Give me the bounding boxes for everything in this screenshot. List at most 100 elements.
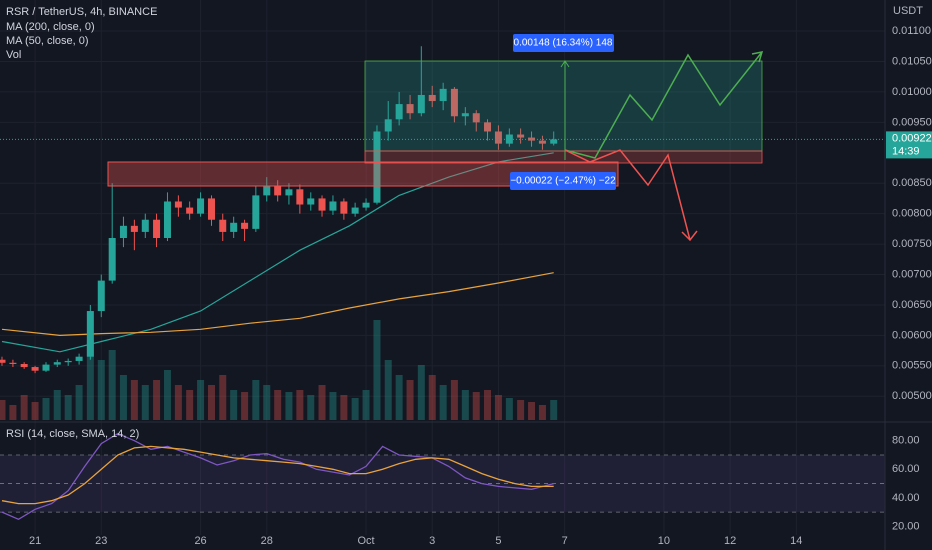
volume-bar: [75, 385, 83, 420]
volume-bar: [406, 380, 414, 420]
volume-bar: [241, 392, 249, 420]
candle-body: [406, 104, 414, 114]
volume-bar: [461, 390, 469, 420]
candle-body: [20, 364, 28, 368]
x-tick-label: 23: [95, 535, 107, 547]
volume-bar: [9, 405, 17, 420]
y-tick-label: 0.00800: [892, 208, 932, 220]
volume-bar: [384, 360, 392, 420]
candle-body: [307, 198, 315, 205]
candle-body: [252, 195, 260, 229]
volume-bar: [252, 380, 260, 420]
volume-bar: [97, 360, 105, 420]
candle-body: [373, 131, 381, 203]
volume-bar: [550, 400, 558, 420]
moving-average: [1, 272, 554, 337]
candle-body: [517, 134, 525, 138]
candle-body: [53, 362, 61, 365]
volume-bar: [186, 390, 194, 420]
candle-body: [0, 359, 6, 363]
volume-bar: [141, 385, 149, 420]
rsi-tick-label: 80.00: [892, 435, 920, 447]
candle-body: [42, 364, 50, 371]
candle-body: [263, 186, 271, 196]
candle-body: [417, 94, 425, 114]
candle-body: [97, 280, 105, 312]
candle-body: [351, 207, 359, 214]
stop-label: −0.00022 (−2.47%) −22: [510, 176, 616, 187]
volume-bar: [494, 395, 502, 420]
candle-body: [461, 113, 469, 117]
marks: 0.01100 0.01050 0.01000 0.00950 0.00850 0.008…: [0, 25, 932, 547]
candle-body: [384, 119, 392, 132]
volume-bar: [528, 402, 536, 420]
bull-path: [564, 51, 763, 159]
volume-bar: [53, 390, 61, 420]
volume-bar: [362, 390, 370, 420]
rsi-title: RSI (14, close, SMA, 14, 2): [6, 428, 139, 440]
x-tick-label: 12: [724, 535, 736, 547]
candle-body: [219, 219, 227, 232]
y-tick-label: 0.00950: [892, 116, 932, 128]
volume-bar: [130, 380, 138, 420]
y-tick-label: 0.00750: [892, 238, 932, 250]
candle-body: [119, 225, 127, 238]
bull-arrow: [751, 51, 764, 63]
candle-body: [130, 225, 138, 232]
candle-body: [450, 88, 458, 117]
y-tick-label: 0.00650: [892, 299, 932, 311]
candle-body: [395, 104, 403, 120]
volume-bar: [450, 380, 458, 420]
candle-body: [285, 189, 293, 196]
volume-bar: [373, 320, 381, 420]
x-tick-label: Oct: [357, 535, 374, 547]
candle-body: [472, 113, 480, 123]
candle-body: [241, 222, 249, 229]
candle-body: [484, 122, 492, 132]
candle-body: [230, 222, 238, 232]
candle-body: [296, 189, 304, 205]
volume-bar: [517, 400, 525, 420]
y-tick-label: 0.01100: [892, 25, 931, 37]
candle-body: [9, 362, 17, 364]
bear-arrow: [681, 230, 698, 242]
volume-bar: [207, 385, 215, 420]
candle-body: [505, 134, 513, 144]
rsi-tick-label: 40.00: [892, 492, 920, 504]
last-price-label: 0.00922: [892, 132, 932, 144]
volume-bar: [439, 385, 447, 420]
candle-body: [318, 198, 326, 211]
y-tick-label: 0.00700: [892, 268, 932, 280]
y-tick-label: 0.00500: [892, 390, 932, 402]
x-tick-label: 5: [495, 535, 501, 547]
volume-bar: [417, 365, 425, 420]
volume-bar: [318, 385, 326, 420]
volume-bar: [351, 398, 359, 420]
candle-body: [86, 311, 94, 357]
candle-body: [197, 198, 205, 214]
volume-bar: [163, 370, 171, 420]
candle-body: [64, 360, 72, 363]
target-label: 0.00148 (16.34%) 148: [514, 38, 613, 49]
volume-bar: [86, 340, 94, 420]
moving-average: [1, 152, 554, 353]
candle-body: [108, 238, 116, 281]
candle-body: [141, 219, 149, 232]
candle-body: [538, 140, 546, 144]
candle-body: [439, 88, 447, 102]
candle-body: [494, 131, 502, 144]
target-badge: [513, 34, 614, 52]
candle-body: [163, 201, 171, 238]
x-tick-label: 3: [429, 535, 435, 547]
volume-bar: [31, 402, 39, 420]
stop-badge: [510, 172, 616, 190]
candle-body: [31, 367, 39, 371]
rsi-tick-label: 20.00: [892, 520, 920, 532]
volume-bar: [119, 375, 127, 420]
y-tick-label: 0.00850: [892, 177, 932, 189]
volume-bar: [0, 400, 6, 420]
volume-bar: [285, 392, 293, 420]
profit-zone: [364, 60, 763, 152]
measure-arrow: [560, 60, 570, 68]
